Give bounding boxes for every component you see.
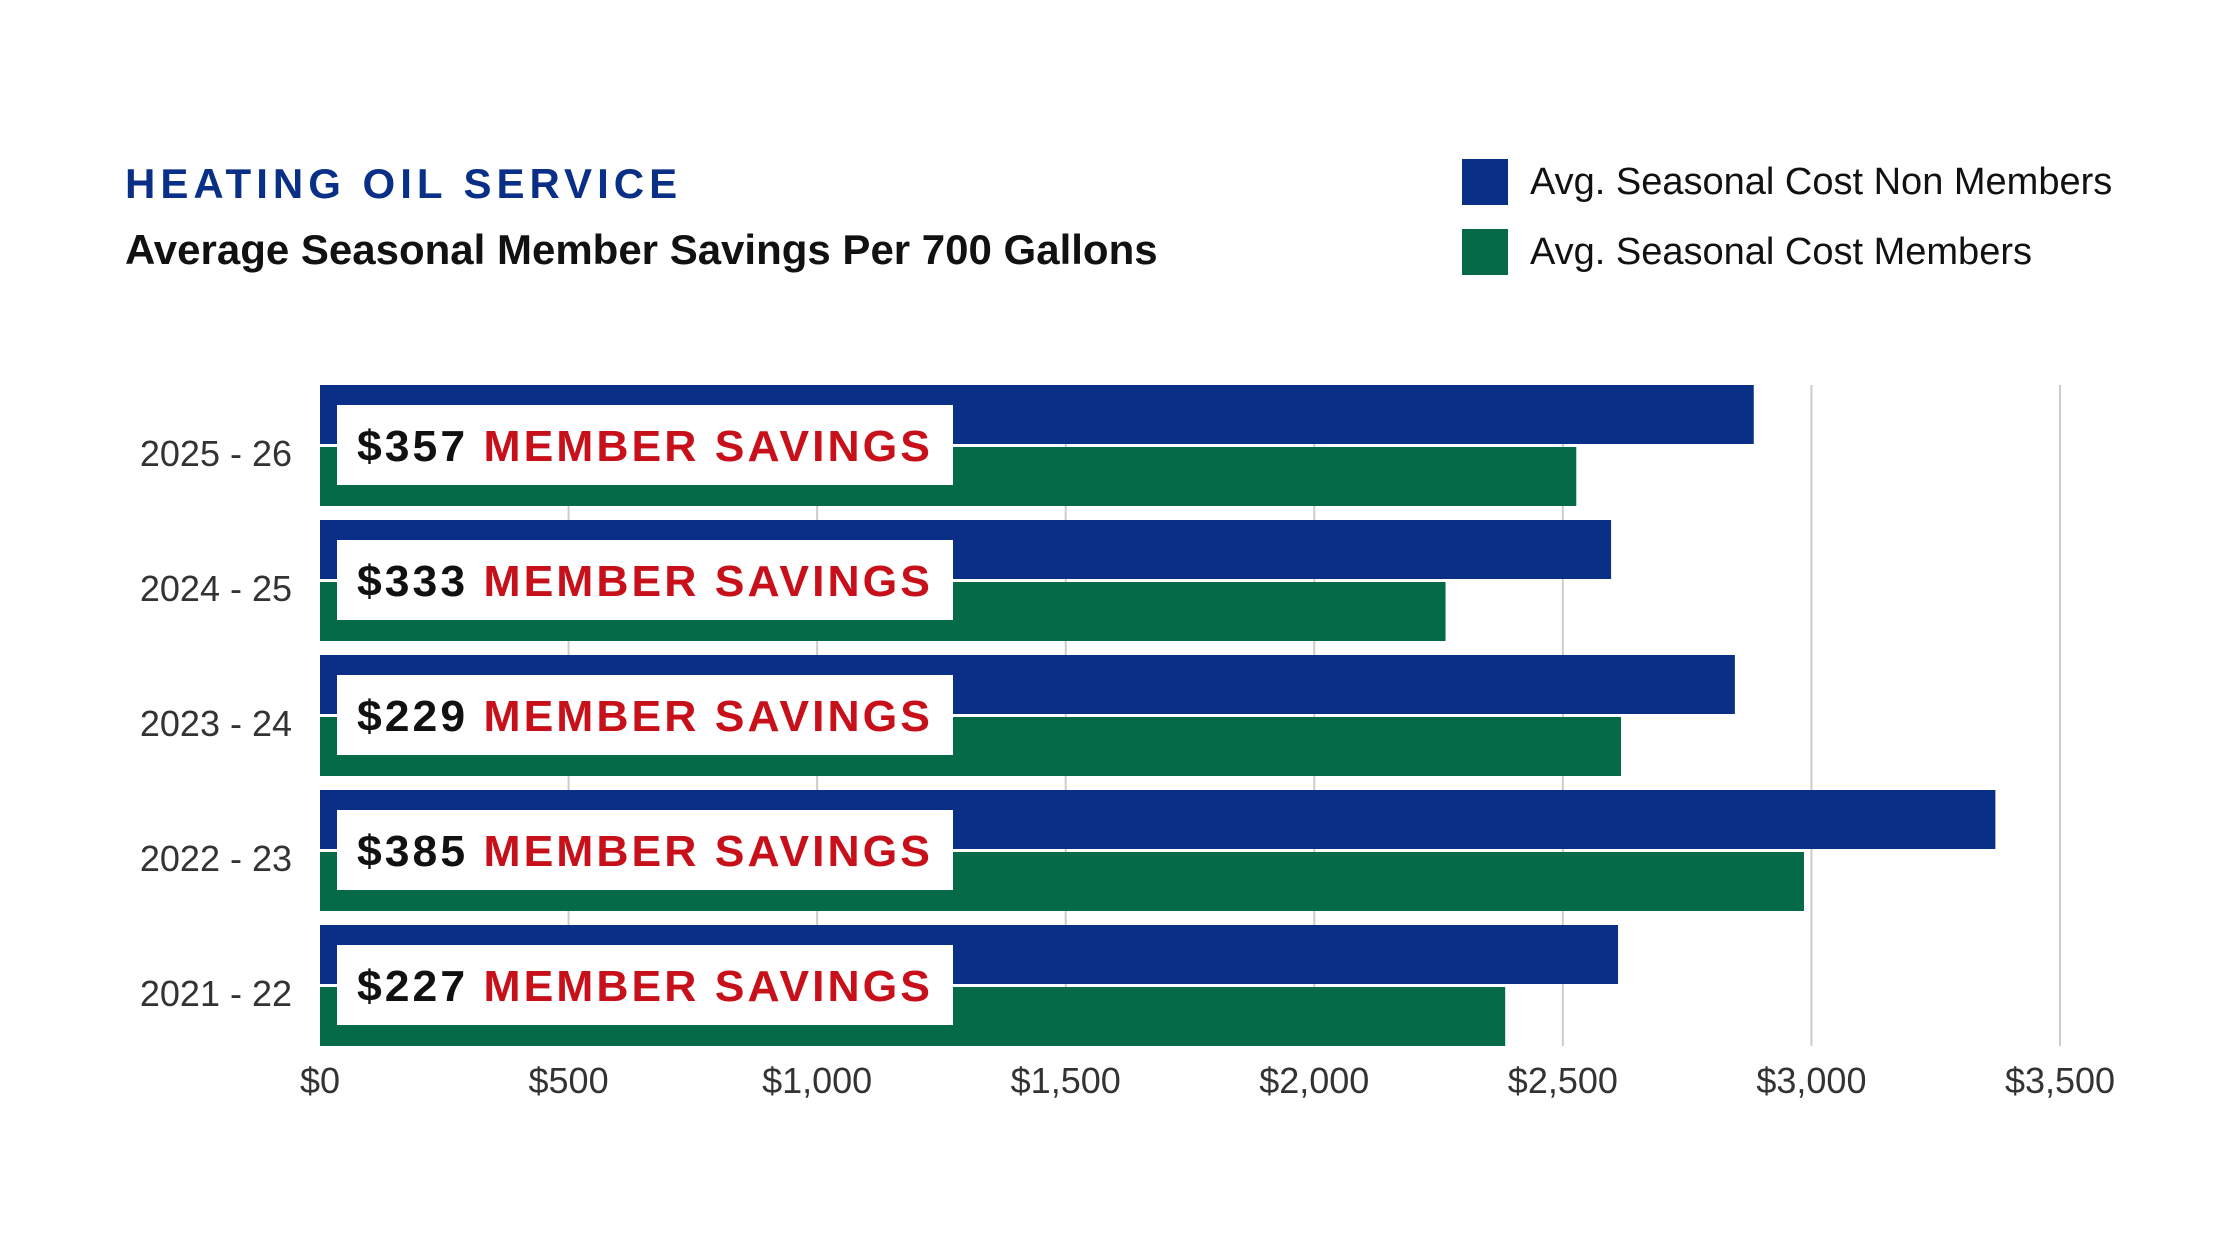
savings-box-3 bbox=[337, 810, 953, 890]
savings-amount-3: $385 bbox=[357, 827, 483, 876]
x-tick-label-1: $500 bbox=[529, 1060, 609, 1101]
savings-amount-2: $229 bbox=[357, 692, 483, 741]
x-tick-label-7: $3,500 bbox=[2005, 1060, 2115, 1101]
chart-eyebrow: HEATING OIL SERVICE bbox=[125, 160, 683, 207]
savings-text-2: MEMBER SAVINGS bbox=[483, 692, 933, 741]
legend-swatch-members bbox=[1462, 229, 1508, 275]
savings-box-1 bbox=[337, 540, 953, 620]
savings-text-4: MEMBER SAVINGS bbox=[483, 962, 933, 1011]
category-label-3: 2022 - 23 bbox=[140, 838, 292, 879]
savings-label-2: $229 MEMBER SAVINGS bbox=[357, 692, 933, 741]
category-label-1: 2024 - 25 bbox=[140, 568, 292, 609]
savings-amount-4: $227 bbox=[357, 962, 483, 1011]
savings-text-0: MEMBER SAVINGS bbox=[483, 422, 933, 471]
category-label-0: 2025 - 26 bbox=[140, 433, 292, 474]
x-tick-label-6: $3,000 bbox=[1756, 1060, 1866, 1101]
category-label-4: 2021 - 22 bbox=[140, 973, 292, 1014]
x-tick-label-2: $1,000 bbox=[762, 1060, 872, 1101]
legend-item-members: Avg. Seasonal Cost Members bbox=[1462, 228, 2112, 276]
legend-label-members: Avg. Seasonal Cost Members bbox=[1530, 230, 2032, 273]
savings-label-4: $227 MEMBER SAVINGS bbox=[357, 962, 933, 1011]
savings-text-1: MEMBER SAVINGS bbox=[483, 557, 933, 606]
x-tick-label-5: $2,500 bbox=[1508, 1060, 1618, 1101]
x-tick-label-0: $0 bbox=[300, 1060, 340, 1101]
savings-amount-0: $357 bbox=[357, 422, 483, 471]
legend-item-non-members: Avg. Seasonal Cost Non Members bbox=[1462, 158, 2112, 206]
savings-box-4 bbox=[337, 945, 953, 1025]
savings-label-3: $385 MEMBER SAVINGS bbox=[357, 827, 933, 876]
savings-label-0: $357 MEMBER SAVINGS bbox=[357, 422, 933, 471]
savings-amount-1: $333 bbox=[357, 557, 483, 606]
chart-title: Average Seasonal Member Savings Per 700 … bbox=[125, 226, 1158, 273]
category-label-2: 2023 - 24 bbox=[140, 703, 292, 744]
legend-swatch-non-members bbox=[1462, 159, 1508, 205]
legend: Avg. Seasonal Cost Non Members Avg. Seas… bbox=[1462, 158, 2112, 298]
savings-text-3: MEMBER SAVINGS bbox=[483, 827, 933, 876]
savings-label-1: $333 MEMBER SAVINGS bbox=[357, 557, 933, 606]
savings-box-2 bbox=[337, 675, 953, 755]
x-tick-label-4: $2,000 bbox=[1259, 1060, 1369, 1101]
legend-label-non-members: Avg. Seasonal Cost Non Members bbox=[1530, 160, 2113, 203]
x-tick-label-3: $1,500 bbox=[1011, 1060, 1121, 1101]
savings-box-0 bbox=[337, 405, 953, 485]
